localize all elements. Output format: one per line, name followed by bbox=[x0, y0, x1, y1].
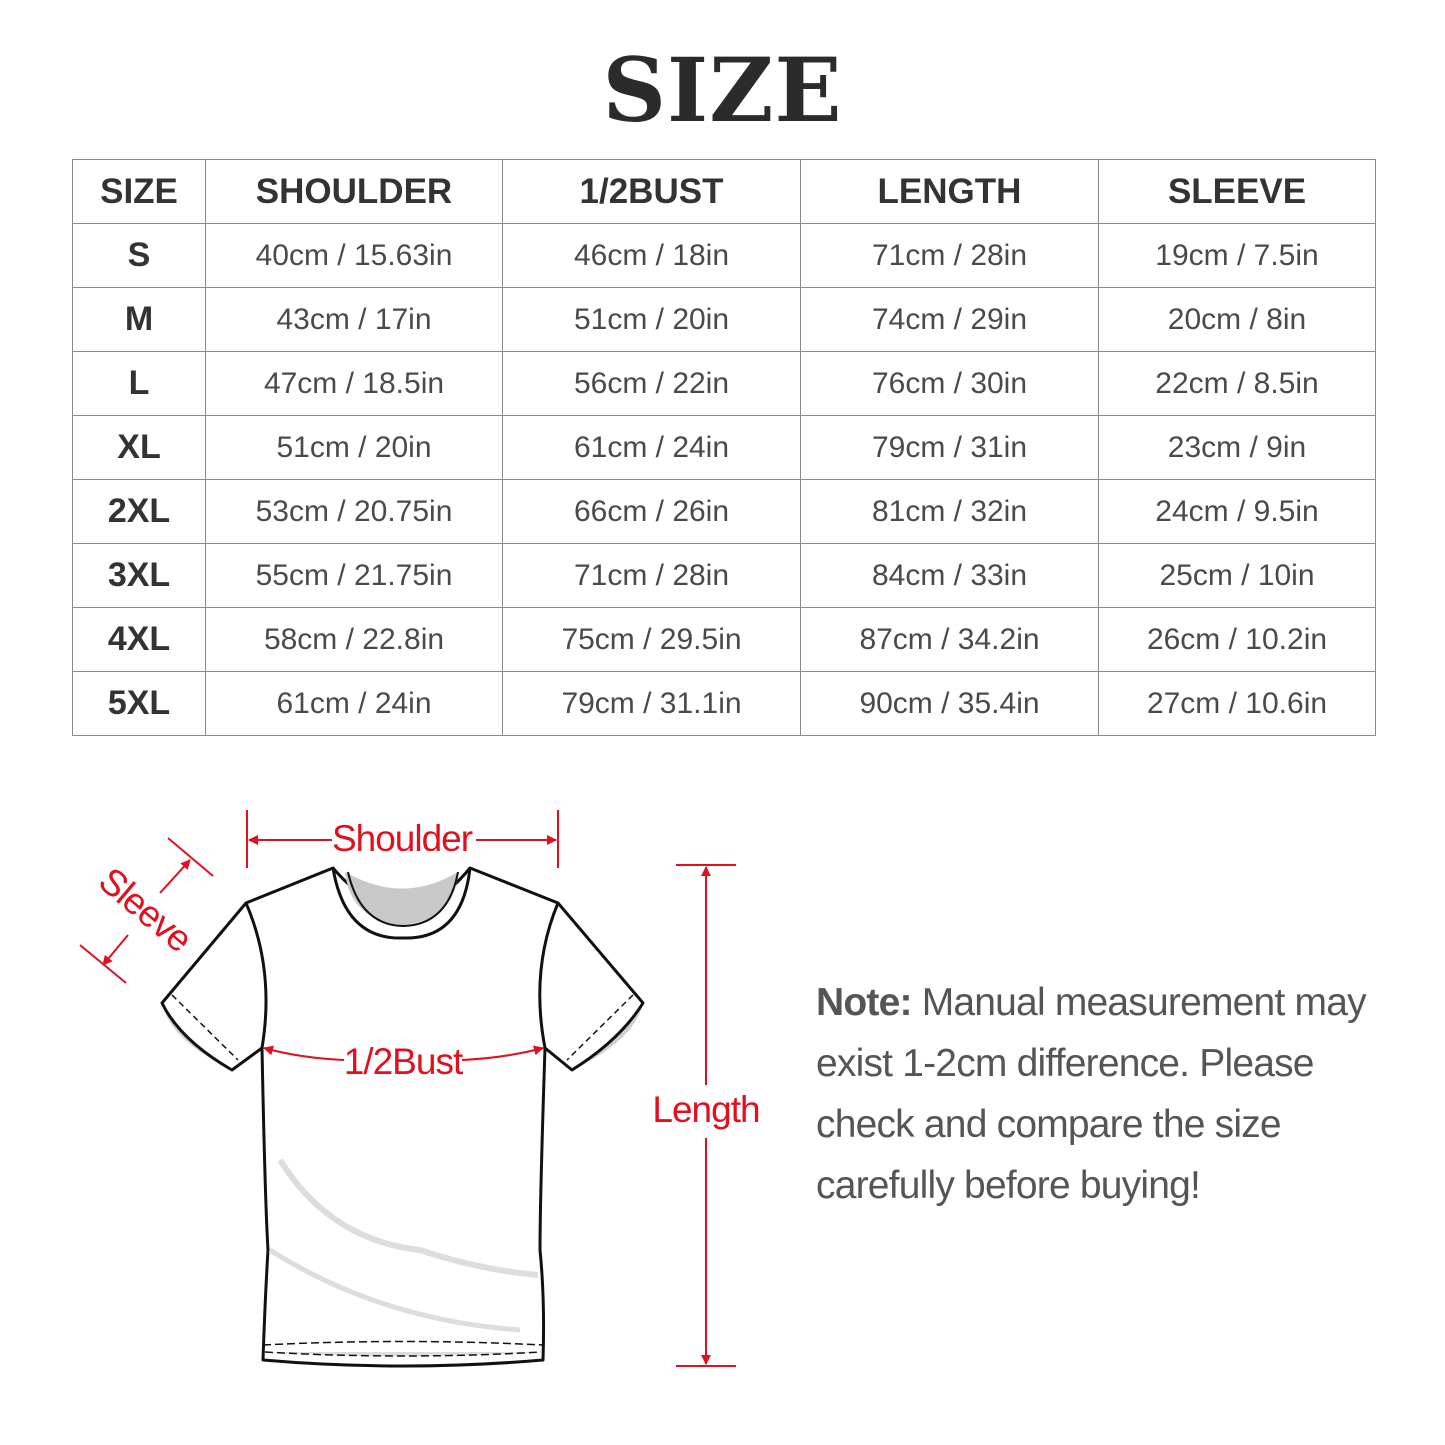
measurement-cell: 84cm / 33in bbox=[800, 543, 1099, 608]
column-header: SLEEVE bbox=[1098, 159, 1376, 224]
size-cell: 4XL bbox=[72, 607, 206, 672]
measurement-cell: 25cm / 10in bbox=[1098, 543, 1376, 608]
size-cell: M bbox=[72, 287, 206, 352]
column-header: 1/2BUST bbox=[502, 159, 801, 224]
size-cell: 3XL bbox=[72, 543, 206, 608]
measurement-cell: 47cm / 18.5in bbox=[205, 351, 503, 416]
size-cell: 2XL bbox=[72, 479, 206, 544]
measurement-cell: 55cm / 21.75in bbox=[205, 543, 503, 608]
measurement-cell: 43cm / 17in bbox=[205, 287, 503, 352]
table-header-row: SIZE SHOULDER 1/2BUST LENGTH SLEEVE bbox=[72, 159, 1376, 224]
measurement-cell: 66cm / 26in bbox=[502, 479, 801, 544]
measurement-cell: 76cm / 30in bbox=[800, 351, 1099, 416]
tshirt-icon bbox=[160, 866, 645, 1368]
table-row: 2XL 53cm / 20.75in 66cm / 26in 81cm / 32in 2… bbox=[72, 479, 1376, 544]
shoulder-label: Shoulder bbox=[332, 818, 473, 859]
measurement-cell: 51cm / 20in bbox=[502, 287, 801, 352]
size-cell: S bbox=[72, 223, 206, 288]
measurement-cell: 58cm / 22.8in bbox=[205, 607, 503, 672]
measurement-cell: 19cm / 7.5in bbox=[1098, 223, 1376, 288]
note-label: Note: bbox=[816, 981, 912, 1024]
size-cell: L bbox=[72, 351, 206, 416]
measurement-cell: 71cm / 28in bbox=[502, 543, 801, 608]
measurement-cell: 22cm / 8.5in bbox=[1098, 351, 1376, 416]
measurement-cell: 56cm / 22in bbox=[502, 351, 801, 416]
measurement-cell: 46cm / 18in bbox=[502, 223, 801, 288]
note-body: Manual measurement may exist 1-2cm diffe… bbox=[816, 981, 1367, 1207]
measurement-cell: 27cm / 10.6in bbox=[1098, 671, 1376, 736]
measurement-cell: 24cm / 9.5in bbox=[1098, 479, 1376, 544]
measurement-cell: 79cm / 31.1in bbox=[502, 671, 801, 736]
size-table: SIZE SHOULDER 1/2BUST LENGTH SLEEVE S 40cm / … bbox=[72, 159, 1376, 736]
table-row: S 40cm / 15.63in 46cm / 18in 71cm / 28in 19c… bbox=[72, 223, 1376, 288]
bust-label: 1/2Bust bbox=[344, 1041, 464, 1082]
table-row: M 43cm / 17in 51cm / 20in 74cm / 29in 20cm /… bbox=[72, 287, 1376, 352]
measurement-cell: 61cm / 24in bbox=[502, 415, 801, 480]
measurement-cell: 26cm / 10.2in bbox=[1098, 607, 1376, 672]
measurement-cell: 81cm / 32in bbox=[800, 479, 1099, 544]
measurement-cell: 51cm / 20in bbox=[205, 415, 503, 480]
measurement-cell: 74cm / 29in bbox=[800, 287, 1099, 352]
measurement-cell: 20cm / 8in bbox=[1098, 287, 1376, 352]
size-cell: 5XL bbox=[72, 671, 206, 736]
measurement-cell: 53cm / 20.75in bbox=[205, 479, 503, 544]
table-row: 3XL 55cm / 21.75in 71cm / 28in 84cm / 33in 2… bbox=[72, 543, 1376, 608]
column-header: SIZE bbox=[72, 159, 206, 224]
table-row: XL 51cm / 20in 61cm / 24in 79cm / 31in 23cm … bbox=[72, 415, 1376, 480]
measurement-cell: 23cm / 9in bbox=[1098, 415, 1376, 480]
column-header: LENGTH bbox=[800, 159, 1099, 224]
length-label: Length bbox=[652, 1089, 759, 1130]
table-row: L 47cm / 18.5in 56cm / 22in 76cm / 30in 22cm… bbox=[72, 351, 1376, 416]
measurement-cell: 90cm / 35.4in bbox=[800, 671, 1099, 736]
measurement-cell: 79cm / 31in bbox=[800, 415, 1099, 480]
table-row: 5XL 61cm / 24in 79cm / 31.1in 90cm / 35.4in… bbox=[72, 671, 1376, 736]
sleeve-label: Sleeve bbox=[91, 859, 199, 959]
page-title: SIZE bbox=[602, 38, 843, 142]
measurement-cell: 75cm / 29.5in bbox=[502, 607, 801, 672]
note-text: Note: Manual measurement may exist 1-2cm… bbox=[816, 972, 1416, 1216]
measurement-cell: 61cm / 24in bbox=[205, 671, 503, 736]
measurement-arrows bbox=[79, 810, 736, 1367]
measurement-cell: 40cm / 15.63in bbox=[205, 223, 503, 288]
